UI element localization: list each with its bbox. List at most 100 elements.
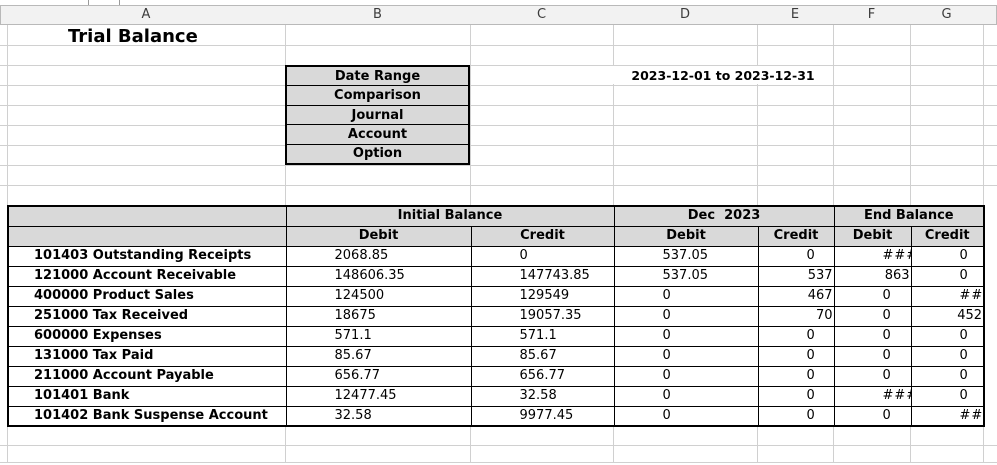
value-cell[interactable]: 124500 bbox=[285, 285, 472, 307]
value-cell[interactable]: 0 bbox=[833, 325, 912, 347]
subheader-credit[interactable]: Credit bbox=[910, 225, 985, 247]
account-cell[interactable]: 131000 Tax Paid bbox=[7, 345, 287, 367]
merged-cell-background bbox=[471, 66, 832, 84]
value-cell[interactable]: 9977.45 bbox=[470, 405, 615, 427]
value-cell[interactable]: 0 bbox=[833, 405, 912, 427]
value-cell[interactable]: 0 bbox=[613, 325, 759, 347]
filter-option[interactable]: Option bbox=[352, 146, 403, 162]
value-cell[interactable]: 2068.85 bbox=[285, 245, 472, 267]
value-cell[interactable]: 0 bbox=[757, 405, 835, 427]
value-cell[interactable]: 0 bbox=[833, 345, 912, 367]
column-header-d[interactable]: D bbox=[613, 5, 758, 25]
account-cell[interactable]: 101403 Outstanding Receipts bbox=[7, 245, 287, 267]
value-cell[interactable]: 0 bbox=[833, 365, 912, 387]
filter-account[interactable]: Account bbox=[287, 125, 468, 145]
filter-journal[interactable]: Journal bbox=[287, 106, 468, 126]
value-cell[interactable]: 452 bbox=[910, 305, 985, 327]
account-cell[interactable]: 121000 Account Receivable bbox=[7, 265, 287, 287]
gridline bbox=[0, 45, 997, 46]
value-cell[interactable]: 571.1 bbox=[470, 325, 615, 347]
value-cell[interactable]: 0 bbox=[833, 285, 912, 307]
subheader-debit[interactable]: Debit bbox=[613, 225, 759, 247]
table-row: 251000 Tax Received 18675 19057.35 0 70 0 452 bbox=[7, 305, 985, 327]
subheader-credit[interactable]: Credit bbox=[757, 225, 835, 247]
account-cell[interactable]: 101402 Bank Suspense Account bbox=[7, 405, 287, 427]
value-cell[interactable]: 12477.45 bbox=[285, 385, 472, 407]
group-header-dec-2023[interactable]: Dec 2023 bbox=[613, 205, 835, 227]
value-cell[interactable]: 863 bbox=[833, 265, 912, 287]
value-cell[interactable]: 537.05 bbox=[613, 265, 759, 287]
gridline bbox=[0, 105, 997, 106]
value-cell[interactable]: 537 bbox=[757, 265, 835, 287]
filter-date-range[interactable]: Date Range bbox=[287, 67, 468, 87]
value-cell[interactable]: 571.1 bbox=[285, 325, 472, 347]
value-cell[interactable]: 148606.35 bbox=[285, 265, 472, 287]
value-cell[interactable]: 19057.35 bbox=[470, 305, 615, 327]
value-cell[interactable]: 0 bbox=[910, 345, 985, 367]
value-cell[interactable]: 0 bbox=[910, 325, 985, 347]
value-cell[interactable]: 32.58 bbox=[285, 405, 472, 427]
value-cell[interactable]: 0 bbox=[470, 245, 615, 267]
value-cell[interactable]: 656.77 bbox=[470, 365, 615, 387]
subheader-debit[interactable]: Debit bbox=[833, 225, 912, 247]
value-cell[interactable]: 0 bbox=[910, 245, 985, 267]
group-header-end-balance[interactable]: End Balance bbox=[833, 205, 985, 227]
value-cell[interactable]: 467 bbox=[757, 285, 835, 307]
column-header-g[interactable]: G bbox=[910, 5, 984, 25]
account-cell[interactable]: 600000 Expenses bbox=[7, 325, 287, 347]
value-cell[interactable]: 0 bbox=[613, 385, 759, 407]
value-cell[interactable]: ### bbox=[833, 385, 912, 407]
value-cell[interactable]: 0 bbox=[757, 365, 835, 387]
value-cell[interactable]: 32.58 bbox=[470, 385, 615, 407]
gridline bbox=[0, 65, 997, 66]
value-cell[interactable]: 0 bbox=[910, 265, 985, 287]
value-cell[interactable]: 0 bbox=[613, 305, 759, 327]
column-header-f[interactable]: F bbox=[833, 5, 911, 25]
value-cell[interactable]: 0 bbox=[757, 325, 835, 347]
value-cell[interactable]: ### bbox=[910, 405, 985, 427]
value-cell[interactable]: 0 bbox=[910, 365, 985, 387]
column-header-c[interactable]: C bbox=[470, 5, 614, 25]
filter-comparison[interactable]: Comparison bbox=[287, 86, 468, 106]
table-row: 101403 Outstanding Receipts 2068.85 0 537.0… bbox=[7, 245, 985, 267]
subheader-credit[interactable]: Credit bbox=[470, 225, 615, 247]
value-cell[interactable]: 0 bbox=[757, 345, 835, 367]
column-header-b[interactable]: B bbox=[285, 5, 471, 25]
date-range-value[interactable]: 2023-12-01 to 2023-12-31 bbox=[631, 68, 815, 83]
value-cell[interactable]: 0 bbox=[613, 365, 759, 387]
value-cell[interactable]: 0 bbox=[910, 385, 985, 407]
value-cell[interactable]: 656.77 bbox=[285, 365, 472, 387]
value-cell[interactable]: 18675 bbox=[285, 305, 472, 327]
value-cell[interactable]: ### bbox=[833, 245, 912, 267]
table-row: 121000 Account Receivable 148606.35 147743… bbox=[7, 265, 985, 287]
table-row: 600000 Expenses 571.1 571.1 0 0 0 0 bbox=[7, 325, 985, 347]
subheader-debit[interactable]: Debit bbox=[285, 225, 472, 247]
gridline bbox=[0, 145, 997, 146]
account-cell[interactable]: 251000 Tax Received bbox=[7, 305, 287, 327]
value-cell[interactable]: 147743.85 bbox=[470, 265, 615, 287]
value-cell[interactable]: 0 bbox=[613, 405, 759, 427]
group-header-initial-balance[interactable]: Initial Balance bbox=[285, 205, 615, 227]
value-cell[interactable]: 537.05 bbox=[613, 245, 759, 267]
value-cell[interactable]: 85.67 bbox=[285, 345, 472, 367]
value-cell[interactable]: 129549 bbox=[470, 285, 615, 307]
value-cell[interactable]: ### bbox=[910, 285, 985, 307]
value-cell[interactable]: 0 bbox=[613, 285, 759, 307]
value-cell[interactable]: 0 bbox=[757, 245, 835, 267]
value-cell[interactable]: 0 bbox=[833, 305, 912, 327]
column-header-a[interactable]: A bbox=[7, 5, 286, 25]
account-cell[interactable]: 400000 Product Sales bbox=[7, 285, 287, 307]
value-cell[interactable]: 70 bbox=[757, 305, 835, 327]
value-cell[interactable]: 0 bbox=[757, 385, 835, 407]
account-cell[interactable]: 101401 Bank bbox=[7, 385, 287, 407]
corner-cell[interactable] bbox=[7, 225, 287, 247]
value-cell[interactable]: 85.67 bbox=[470, 345, 615, 367]
value-cell[interactable]: 0 bbox=[613, 345, 759, 367]
gridline bbox=[0, 462, 997, 463]
column-header-e[interactable]: E bbox=[757, 5, 834, 25]
account-cell[interactable]: 211000 Account Payable bbox=[7, 365, 287, 387]
corner-cell[interactable] bbox=[7, 205, 287, 227]
